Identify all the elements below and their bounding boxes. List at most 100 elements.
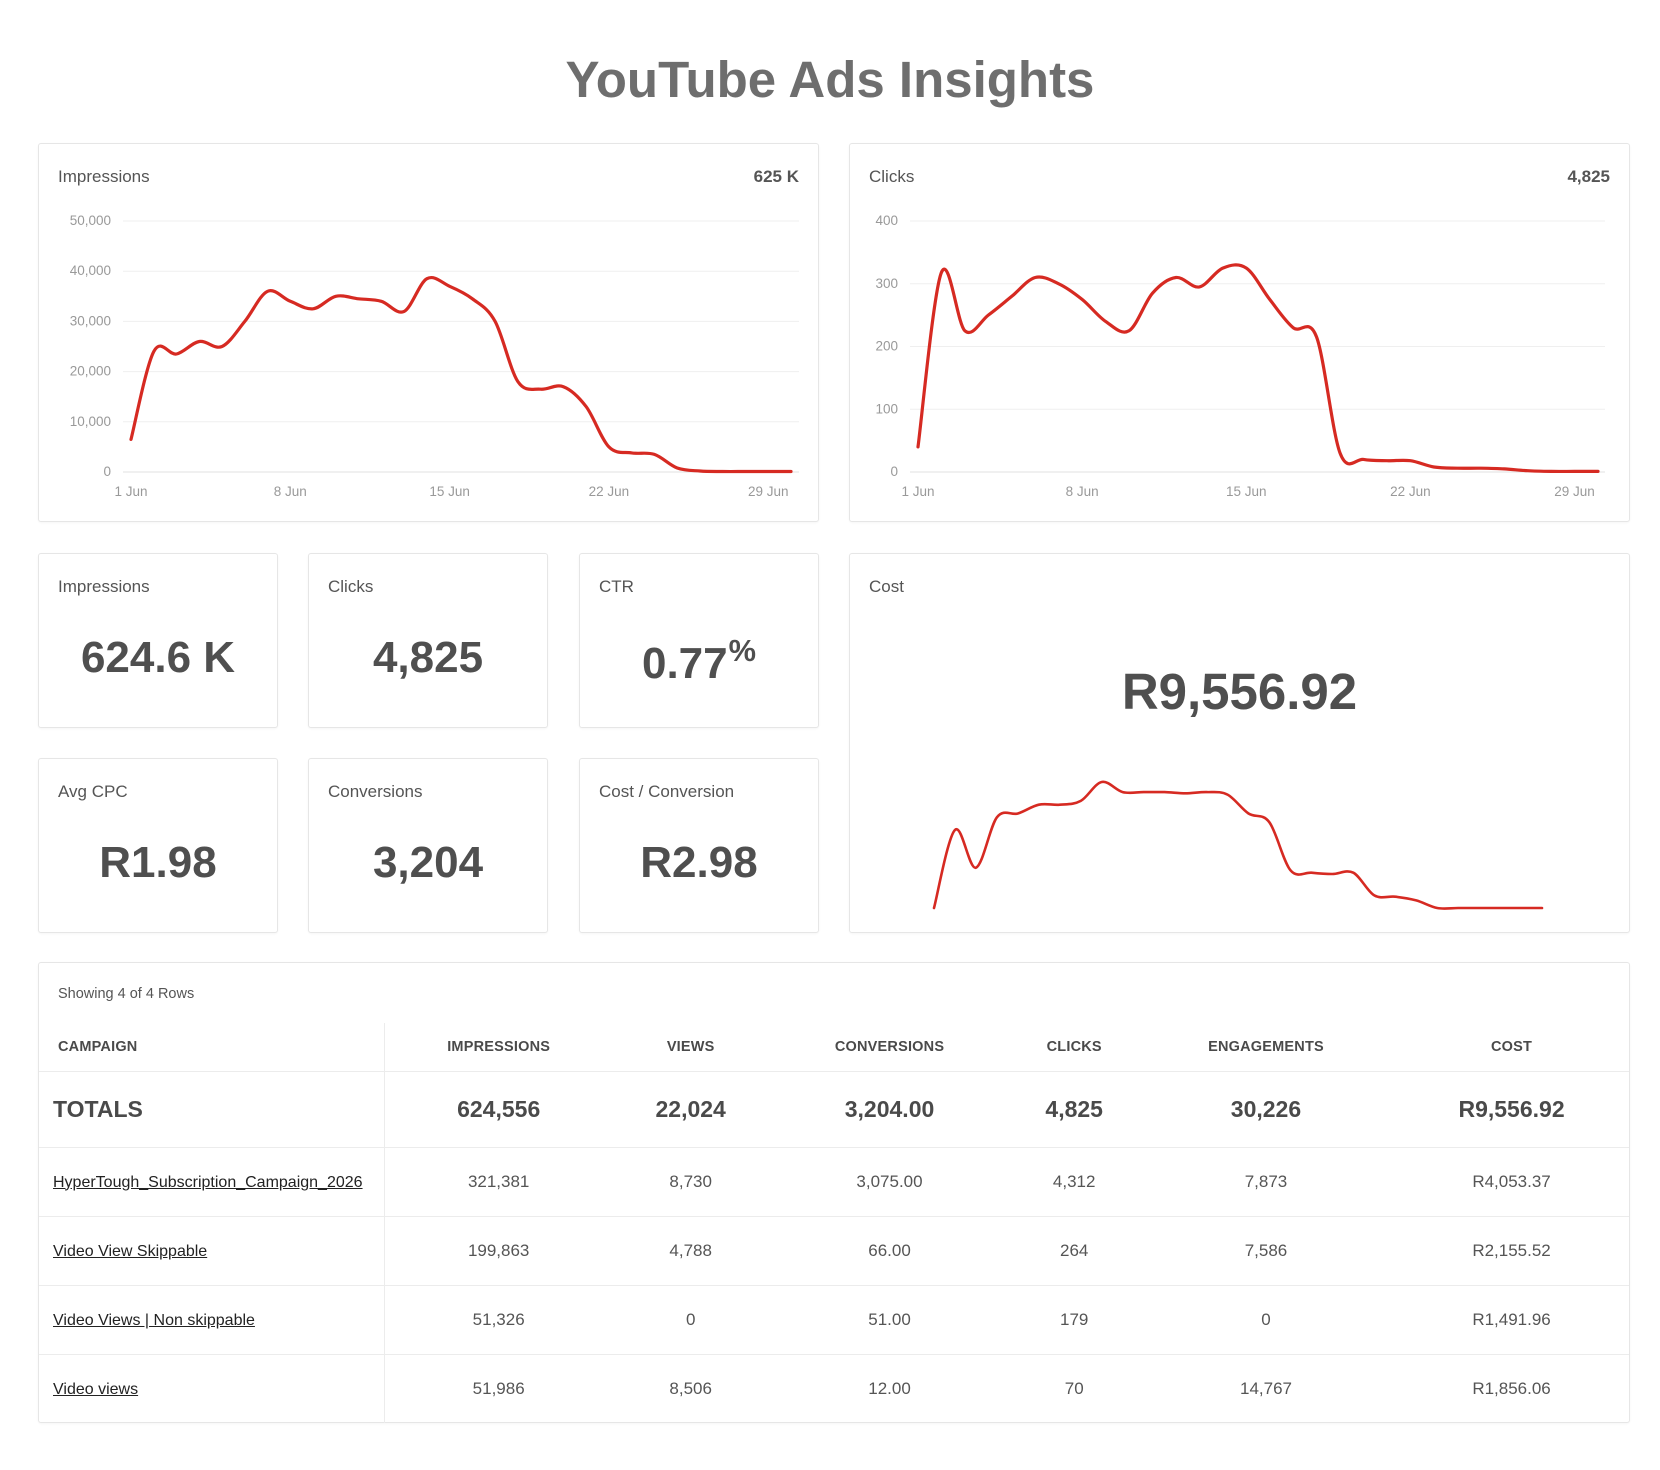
kpi-label: CTR xyxy=(599,577,634,596)
y-tick-label: 30,000 xyxy=(70,313,111,328)
campaign-link[interactable]: HyperTough_Subscription_Campaign_2026 xyxy=(53,1173,363,1191)
y-tick-label: 100 xyxy=(875,401,898,416)
table-row: Video views 51,986 8,506 12.00 70 14,767… xyxy=(39,1354,1629,1423)
table-cell: 7,586 xyxy=(1137,1216,1395,1286)
table-row: Video View Skippable 199,863 4,788 66.00… xyxy=(39,1216,1629,1286)
y-tick-label: 50,000 xyxy=(70,213,111,228)
x-tick-label: 8 Jun xyxy=(274,484,307,499)
cost-value: R9,556.92 xyxy=(1121,663,1358,720)
x-tick-label: 1 Jun xyxy=(901,484,934,499)
kpi-card-cost-per-conversion: Cost / Conversion R2.98 xyxy=(579,758,819,933)
column-header-impressions[interactable]: IMPRESSIONS xyxy=(384,1023,613,1072)
y-tick-label: 200 xyxy=(875,339,898,354)
table-cell: 4,788 xyxy=(612,1216,769,1286)
table-cell: 51,326 xyxy=(384,1285,613,1355)
table-cell: 51,986 xyxy=(472,1378,525,1398)
x-tick-label: 22 Jun xyxy=(589,484,630,499)
campaign-table: CAMPAIGN IMPRESSIONS VIEWS CONVERSIONS C… xyxy=(39,1023,1629,1423)
table-cell: R1,491.96 xyxy=(1394,1285,1629,1355)
column-header-clicks[interactable]: CLICKS xyxy=(1010,1023,1138,1072)
clicks-chart-label: Clicks xyxy=(869,167,915,186)
kpi-card-ctr: CTR 0.77% xyxy=(579,553,819,728)
campaign-link[interactable]: Video Views | Non skippable xyxy=(53,1311,255,1329)
x-tick-label: 8 Jun xyxy=(1066,484,1099,499)
table-cell: 624,556 xyxy=(384,1071,613,1148)
x-tick-label: 29 Jun xyxy=(748,484,789,499)
y-tick-label: 40,000 xyxy=(70,263,111,278)
table-cell: R2,155.52 xyxy=(1394,1216,1629,1286)
table-cell: 30,226 xyxy=(1137,1071,1395,1148)
table-cell: 0 xyxy=(1137,1285,1395,1355)
y-tick-label: 10,000 xyxy=(70,414,111,429)
impressions-line-chart: 0 10,000 20,000 30,000 40,000 50,000 1 Jun 8 Ju… xyxy=(70,213,799,499)
clicks-chart-card: Clicks 4,825 0 100 200 300 400 1 Jun 8 Jun 15 J… xyxy=(849,143,1630,522)
table-cell: 51.00 xyxy=(768,1285,1011,1355)
table-cell: 70 xyxy=(1064,1378,1084,1398)
ctr-unit: % xyxy=(728,633,757,668)
cost-label: Cost xyxy=(869,577,904,596)
kpi-card-conversions: Conversions 3,204 xyxy=(308,758,548,933)
table-row: Video Views | Non skippable 51,326 0 51.… xyxy=(39,1285,1629,1355)
table-cell: 4,825 xyxy=(1010,1071,1138,1148)
table-cell: R4,053.37 xyxy=(1394,1147,1629,1217)
x-tick-label: 15 Jun xyxy=(429,484,470,499)
table-cell: 66.00 xyxy=(768,1216,1011,1286)
campaign-name-cell: Video View Skippable xyxy=(39,1216,385,1286)
table-header-row: CAMPAIGN IMPRESSIONS VIEWS CONVERSIONS C… xyxy=(39,1023,1629,1072)
column-header-cost[interactable]: COST xyxy=(1394,1023,1629,1072)
table-cell: 14,767 xyxy=(1239,1378,1292,1398)
series-line xyxy=(916,263,1600,474)
table-cell: 179 xyxy=(1010,1285,1138,1355)
table-cell: R1,856.06 xyxy=(1472,1378,1551,1398)
table-cell: R9,556.92 xyxy=(1394,1071,1629,1148)
kpi-value: 3,204 xyxy=(372,838,484,887)
sparkline-line xyxy=(932,780,1544,910)
kpi-value: R2.98 xyxy=(640,838,758,887)
kpi-label: Cost / Conversion xyxy=(599,782,735,801)
y-tick-label: 20,000 xyxy=(70,364,111,379)
column-header-conversions[interactable]: CONVERSIONS xyxy=(768,1023,1011,1072)
x-tick-label: 1 Jun xyxy=(114,484,147,499)
clicks-line-chart: 0 100 200 300 400 1 Jun 8 Jun 15 Jun 22 Jun 29 Ju… xyxy=(875,213,1605,499)
column-header-campaign[interactable]: CAMPAIGN xyxy=(39,1023,385,1072)
kpi-label: Impressions xyxy=(58,577,150,596)
table-cell: 22,024 xyxy=(612,1071,769,1148)
column-header-views[interactable]: VIEWS xyxy=(612,1023,769,1072)
kpi-value: 0.77% xyxy=(580,633,818,689)
table-cell: 8,730 xyxy=(612,1147,769,1217)
table-cell: 8,506 xyxy=(669,1378,712,1398)
table-cell: 0 xyxy=(612,1285,769,1355)
campaign-name-cell: Video views xyxy=(39,1354,385,1423)
x-tick-label: 15 Jun xyxy=(1226,484,1267,499)
kpi-label: Avg CPC xyxy=(58,782,128,801)
campaign-link[interactable]: Video View Skippable xyxy=(53,1242,208,1260)
kpi-card-clicks: Clicks 4,825 xyxy=(308,553,548,728)
rows-caption: Showing 4 of 4 Rows xyxy=(58,986,195,1002)
column-header-engagements[interactable]: ENGAGEMENTS xyxy=(1137,1023,1395,1072)
y-tick-label: 300 xyxy=(875,276,898,291)
table-cell: 264 xyxy=(1010,1216,1138,1286)
x-tick-label: 22 Jun xyxy=(1390,484,1431,499)
kpi-value: 4,825 xyxy=(372,633,484,682)
impressions-chart-label: Impressions xyxy=(58,167,150,186)
campaign-link[interactable]: Video views xyxy=(53,1380,139,1398)
impressions-chart-card: Impressions 625 K 0 10,000 20,000 30,000 40,… xyxy=(38,143,819,522)
clicks-chart-total: 4,825 xyxy=(1567,167,1610,186)
y-tick-label: 0 xyxy=(890,464,898,479)
y-tick-label: 0 xyxy=(103,464,111,479)
table-cell: 12.00 xyxy=(868,1378,911,1398)
campaign-table-card: Showing 4 of 4 Rows CAMPAIGN IMPRESSIONS… xyxy=(38,962,1630,1423)
impressions-chart-total: 625 K xyxy=(753,167,799,186)
kpi-value: 624.6 K xyxy=(80,633,236,682)
table-cell: 321,381 xyxy=(384,1147,613,1217)
table-row: HyperTough_Subscription_Campaign_2026 32… xyxy=(39,1147,1629,1217)
table-cell: 4,312 xyxy=(1010,1147,1138,1217)
ctr-number: 0.77 xyxy=(641,638,728,688)
cost-sparkline xyxy=(932,780,1544,910)
kpi-card-avg-cpc: Avg CPC R1.98 xyxy=(38,758,278,933)
table-cell: 3,204.00 xyxy=(768,1071,1011,1148)
kpi-label: Conversions xyxy=(328,782,423,801)
kpi-card-impressions: Impressions 624.6 K xyxy=(38,553,278,728)
series-line xyxy=(129,276,793,474)
campaign-name-cell: HyperTough_Subscription_Campaign_2026 xyxy=(39,1147,385,1217)
